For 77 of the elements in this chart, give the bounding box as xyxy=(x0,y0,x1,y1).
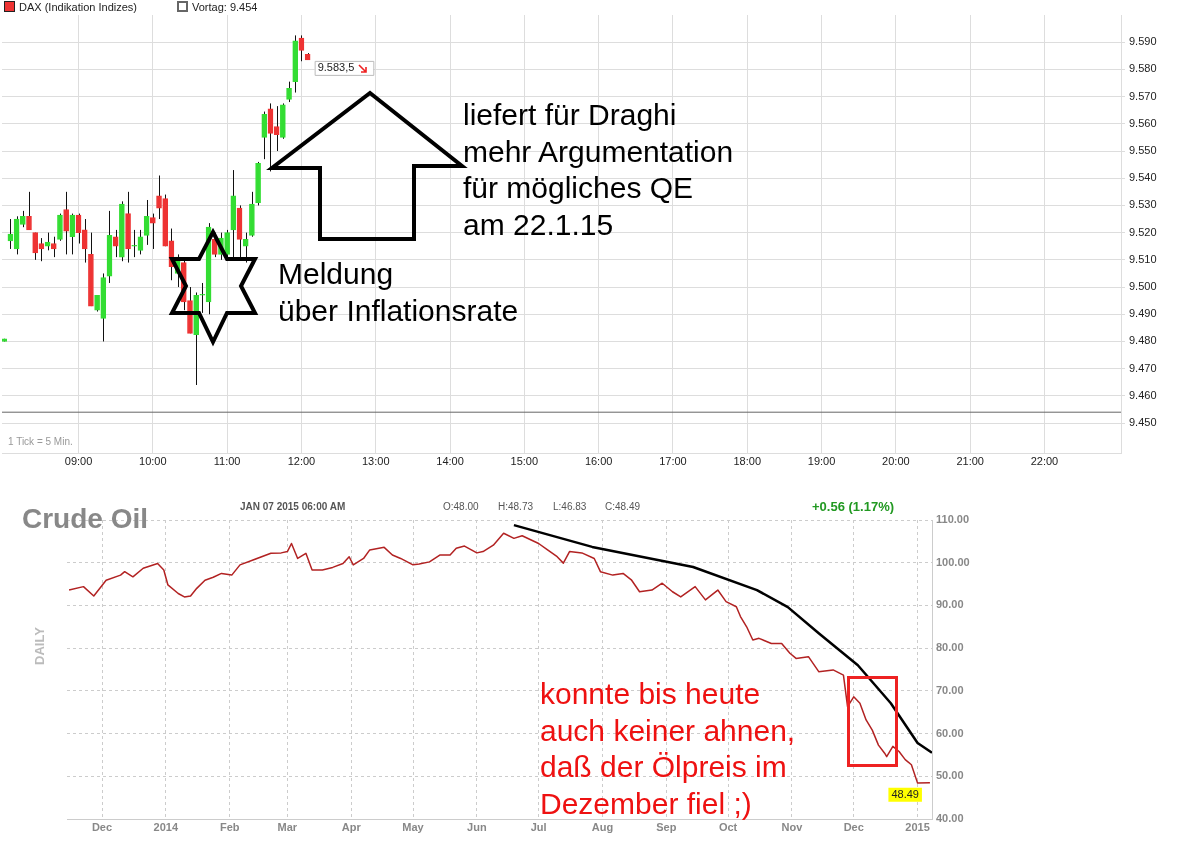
y-tick-label: 9.570 xyxy=(1129,89,1157,102)
legend-label: DAX (Indikation Indizes) xyxy=(19,0,137,13)
candlestick xyxy=(26,191,32,231)
y-tick-label: 90.00 xyxy=(936,598,964,611)
annotation: liefert für Draghi mehr Argumentation für mögliches QE am 22.1.15 xyxy=(463,97,734,243)
x-tick-label: 2014 xyxy=(153,820,179,833)
y-tick-label: 9.480 xyxy=(1129,334,1157,347)
y-tick-label: 9.500 xyxy=(1129,280,1157,293)
x-tick-label: Nov xyxy=(781,820,804,833)
x-tick-label: Dec xyxy=(91,820,113,833)
y-tick-label: 9.550 xyxy=(1129,144,1157,157)
candlestick xyxy=(156,175,162,220)
y-tick-label: 9.490 xyxy=(1129,307,1157,320)
chart-title: Crude Oil xyxy=(22,502,149,536)
candlestick xyxy=(261,111,268,160)
x-tick-label: Jul xyxy=(530,820,547,833)
y-tick-label: 9.510 xyxy=(1129,252,1157,265)
candlestick xyxy=(150,213,156,250)
y-tick-label: 60.00 xyxy=(936,726,964,739)
y-tick-label: 110.00 xyxy=(936,513,970,526)
candlestick xyxy=(57,213,63,242)
y-tick-label: 9.450 xyxy=(1129,416,1157,429)
x-tick-label: 22:00 xyxy=(1030,454,1059,467)
x-tick-label: 14:00 xyxy=(436,454,464,467)
candlestick xyxy=(112,229,119,258)
annotation: 9.583,5 xyxy=(317,61,355,74)
y-tick-label: 50.00 xyxy=(936,769,964,782)
x-tick-label: Mar xyxy=(277,820,298,833)
text: +0.56 (1.17%) xyxy=(812,499,895,515)
y-tick-label: 40.00 xyxy=(936,812,964,825)
x-tick-label: 19:00 xyxy=(807,454,836,467)
y-tick-label: 70.00 xyxy=(936,683,964,696)
candlestick xyxy=(242,232,249,264)
x-tick-label: Oct xyxy=(718,820,738,833)
candlestick xyxy=(50,236,57,258)
y-tick-label: 9.590 xyxy=(1129,35,1157,48)
y-axis-title: DAILY xyxy=(32,627,48,665)
x-tick-label: 17:00 xyxy=(659,454,687,467)
annotation: konnte bis heute auch keiner ahnen, daß der Ölpreis im Dezember fiel ;) xyxy=(540,676,796,822)
y-tick-label: 9.580 xyxy=(1129,62,1157,75)
x-tick-label: Jun xyxy=(467,820,487,833)
annotation: 48.49 xyxy=(891,788,919,801)
legend-label: Vortag: 9.454 xyxy=(192,0,258,13)
y-tick-label: 9.520 xyxy=(1129,225,1157,238)
text: C:48.49 xyxy=(605,501,641,514)
text: JAN 07 2015 06:00 AM xyxy=(240,501,346,514)
text: L:46.83 xyxy=(553,501,587,514)
candlestick xyxy=(224,229,230,259)
x-tick-label: 09:00 xyxy=(64,454,93,467)
annotation: 1 Tick = 5 Min. xyxy=(8,436,73,449)
x-tick-label: 18:00 xyxy=(733,454,762,467)
x-tick-label: Dec xyxy=(843,820,864,833)
text: O:48.00 xyxy=(443,501,479,514)
y-tick-label: 9.560 xyxy=(1129,116,1157,129)
x-tick-label: 20:00 xyxy=(882,454,910,467)
x-tick-label: 13:00 xyxy=(361,454,390,467)
candlestick xyxy=(63,191,69,255)
x-tick-label: 10:00 xyxy=(139,454,167,467)
x-tick-label: 12:00 xyxy=(287,454,316,467)
x-tick-label: 16:00 xyxy=(584,454,613,467)
x-tick-label: 21:00 xyxy=(956,454,984,467)
annotation: Meldung über Inflationsrate xyxy=(278,256,519,329)
y-tick-label: 80.00 xyxy=(936,641,964,654)
x-tick-label: 2015 xyxy=(905,820,930,833)
y-tick-label: 9.470 xyxy=(1129,361,1157,374)
x-tick-label: May xyxy=(402,820,425,833)
y-tick-label: 9.460 xyxy=(1129,388,1157,401)
x-tick-label: 15:00 xyxy=(510,454,539,467)
y-tick-label: 100.00 xyxy=(936,555,970,568)
text: H:48.73 xyxy=(498,501,534,514)
x-tick-label: Aug xyxy=(591,820,614,833)
x-tick-label: Apr xyxy=(341,820,362,833)
x-tick-label: 11:00 xyxy=(213,454,241,467)
y-tick-label: 9.540 xyxy=(1129,171,1157,184)
y-tick-label: 9.530 xyxy=(1129,198,1157,211)
x-tick-label: Sep xyxy=(656,820,677,833)
x-tick-label: Feb xyxy=(219,820,240,833)
